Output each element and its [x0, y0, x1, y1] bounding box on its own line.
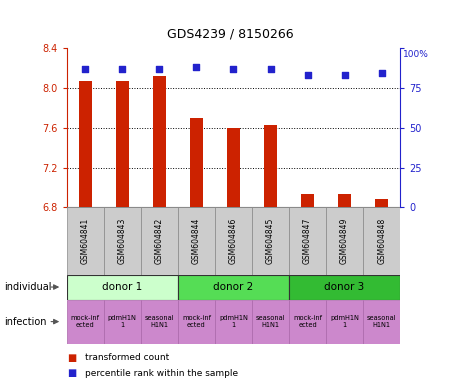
Text: GSM604847: GSM604847	[302, 218, 311, 264]
Point	[155, 66, 162, 72]
Text: GSM604843: GSM604843	[118, 218, 127, 264]
Text: GSM604846: GSM604846	[229, 218, 237, 264]
Text: GSM604845: GSM604845	[265, 218, 274, 264]
Bar	[67, 275, 178, 300]
Bar	[190, 118, 202, 207]
Bar	[104, 207, 140, 275]
Point	[340, 72, 347, 78]
Text: percentile rank within the sample: percentile rank within the sample	[85, 369, 238, 378]
Bar	[67, 300, 104, 344]
Point	[377, 70, 385, 76]
Text: GSM604844: GSM604844	[191, 218, 201, 264]
Bar	[362, 207, 399, 275]
Bar	[288, 207, 325, 275]
Bar	[288, 275, 399, 300]
Bar	[152, 76, 165, 207]
Bar	[140, 207, 178, 275]
Bar	[214, 300, 252, 344]
Text: ■: ■	[67, 368, 76, 378]
Text: donor 1: donor 1	[102, 282, 142, 292]
Text: pdmH1N
1: pdmH1N 1	[218, 315, 247, 328]
Bar	[214, 207, 252, 275]
Bar	[375, 199, 387, 207]
Point	[303, 72, 311, 78]
Text: seasonal
H1N1: seasonal H1N1	[144, 315, 174, 328]
Bar	[78, 81, 91, 207]
Text: individual: individual	[5, 282, 52, 292]
Bar	[325, 207, 362, 275]
Text: transformed count: transformed count	[85, 353, 169, 362]
Point	[230, 66, 237, 72]
Point	[266, 66, 274, 72]
Point	[81, 66, 89, 72]
Text: donor 3: donor 3	[324, 282, 364, 292]
Text: pdmH1N
1: pdmH1N 1	[330, 315, 358, 328]
Bar	[252, 300, 288, 344]
Bar	[252, 207, 288, 275]
Text: pdmH1N
1: pdmH1N 1	[107, 315, 136, 328]
Bar	[67, 207, 104, 275]
Bar	[362, 300, 399, 344]
Point	[118, 66, 126, 72]
Text: GSM604849: GSM604849	[339, 218, 348, 264]
Text: mock-inf
ected: mock-inf ected	[71, 315, 100, 328]
Text: ■: ■	[67, 353, 76, 363]
Text: mock-inf
ected: mock-inf ected	[181, 315, 210, 328]
Text: donor 2: donor 2	[213, 282, 253, 292]
Text: mock-inf
ected: mock-inf ected	[292, 315, 321, 328]
Bar	[325, 300, 362, 344]
Text: GSM604841: GSM604841	[80, 218, 90, 264]
Text: 100%: 100%	[402, 50, 427, 59]
Text: seasonal
H1N1: seasonal H1N1	[255, 315, 285, 328]
Bar	[178, 300, 214, 344]
Text: GDS4239 / 8150266: GDS4239 / 8150266	[166, 27, 293, 40]
Bar	[226, 128, 240, 207]
Bar	[288, 300, 325, 344]
Bar	[178, 275, 288, 300]
Point	[192, 64, 200, 70]
Text: infection: infection	[5, 316, 47, 327]
Bar	[116, 81, 129, 207]
Bar	[104, 300, 140, 344]
Text: seasonal
H1N1: seasonal H1N1	[366, 315, 396, 328]
Bar	[301, 194, 313, 207]
Bar	[263, 125, 276, 207]
Bar	[178, 207, 214, 275]
Bar	[337, 194, 350, 207]
Text: GSM604848: GSM604848	[376, 218, 386, 264]
Text: GSM604842: GSM604842	[155, 218, 163, 264]
Bar	[140, 300, 178, 344]
